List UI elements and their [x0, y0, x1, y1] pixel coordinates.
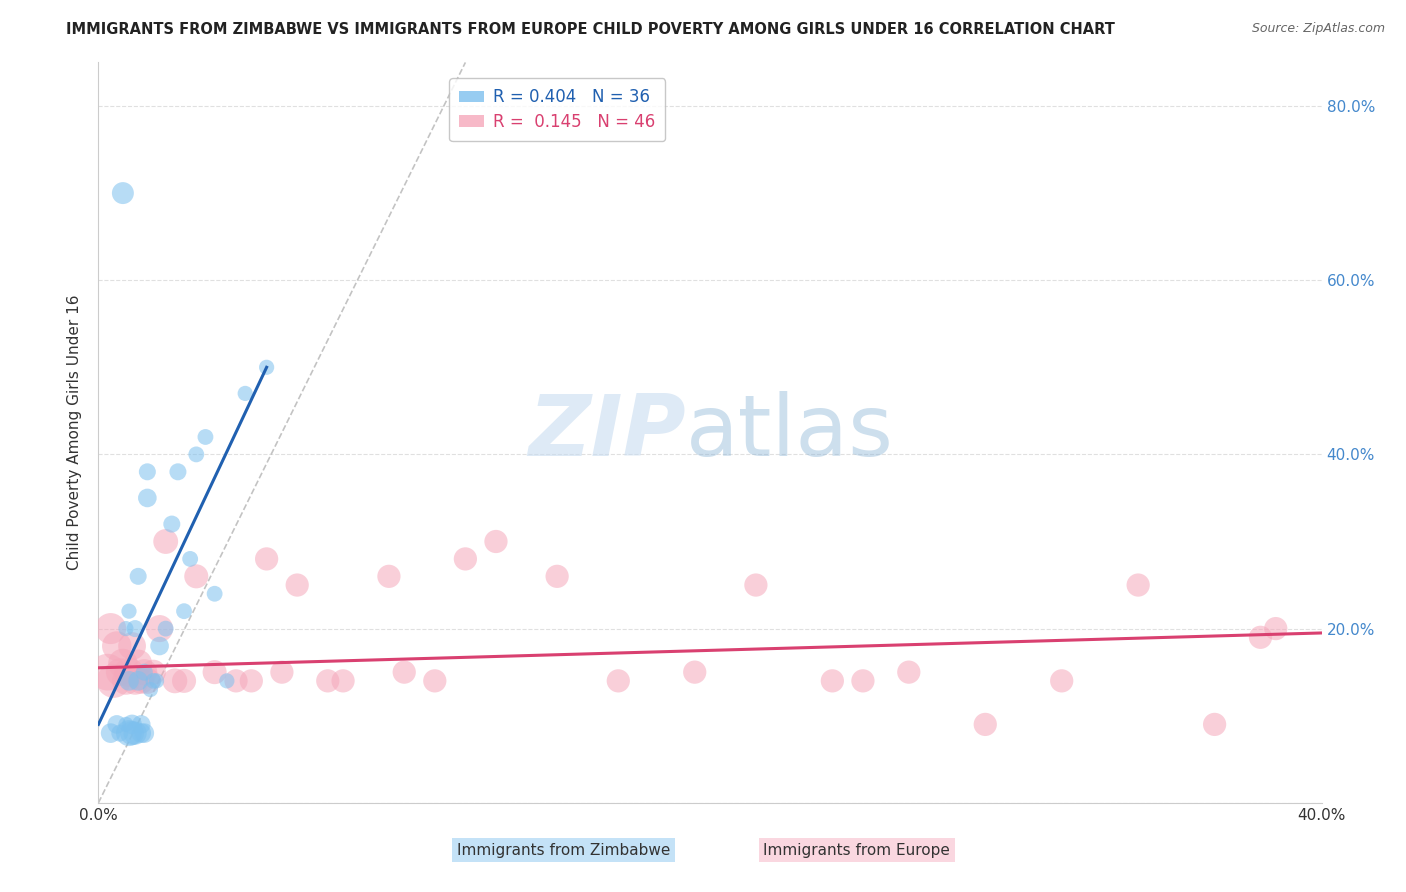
- Point: [316, 673, 339, 688]
- Point: [485, 534, 508, 549]
- Point: [124, 673, 146, 688]
- Point: [1128, 578, 1150, 592]
- Legend: R = 0.404   N = 36, R =  0.145   N = 46: R = 0.404 N = 36, R = 0.145 N = 46: [450, 78, 665, 141]
- Point: [118, 604, 141, 618]
- Point: [173, 604, 195, 618]
- Point: [108, 665, 131, 680]
- Point: [194, 430, 217, 444]
- Point: [129, 673, 152, 688]
- Point: [142, 665, 165, 680]
- Point: [974, 717, 997, 731]
- Point: [118, 726, 141, 740]
- Text: Source: ZipAtlas.com: Source: ZipAtlas.com: [1251, 22, 1385, 36]
- Point: [121, 717, 143, 731]
- Point: [136, 465, 159, 479]
- Point: [124, 622, 146, 636]
- Point: [225, 673, 247, 688]
- Point: [118, 673, 141, 688]
- Point: [103, 673, 125, 688]
- Point: [179, 552, 201, 566]
- Point: [115, 622, 138, 636]
- Point: [215, 673, 238, 688]
- Point: [285, 578, 308, 592]
- Point: [118, 665, 141, 680]
- Point: [240, 673, 263, 688]
- Point: [186, 569, 208, 583]
- Point: [134, 665, 156, 680]
- Point: [683, 665, 706, 680]
- Point: [139, 682, 162, 697]
- Point: [423, 673, 446, 688]
- Point: [607, 673, 630, 688]
- Point: [127, 569, 149, 583]
- Point: [204, 587, 226, 601]
- Point: [124, 726, 146, 740]
- Point: [105, 639, 128, 653]
- Point: [129, 726, 152, 740]
- Point: [155, 534, 177, 549]
- Point: [149, 622, 172, 636]
- Point: [127, 657, 149, 671]
- Point: [256, 360, 278, 375]
- Point: [142, 673, 165, 688]
- Point: [1264, 622, 1286, 636]
- Point: [121, 639, 143, 653]
- Text: Immigrants from Europe: Immigrants from Europe: [763, 843, 950, 857]
- Point: [852, 673, 875, 688]
- Point: [1249, 630, 1271, 644]
- Text: Immigrants from Zimbabwe: Immigrants from Zimbabwe: [457, 843, 669, 857]
- Point: [378, 569, 401, 583]
- Point: [392, 665, 416, 680]
- Point: [115, 673, 138, 688]
- Point: [160, 517, 183, 532]
- Point: [745, 578, 768, 592]
- Text: atlas: atlas: [686, 391, 894, 475]
- Point: [108, 726, 131, 740]
- Point: [173, 673, 195, 688]
- Point: [127, 673, 149, 688]
- Point: [136, 673, 159, 688]
- Point: [546, 569, 568, 583]
- Point: [100, 622, 122, 636]
- Point: [897, 665, 920, 680]
- Point: [1050, 673, 1073, 688]
- Point: [115, 717, 138, 731]
- Point: [134, 726, 156, 740]
- Point: [454, 552, 477, 566]
- Text: IMMIGRANTS FROM ZIMBABWE VS IMMIGRANTS FROM EUROPE CHILD POVERTY AMONG GIRLS UND: IMMIGRANTS FROM ZIMBABWE VS IMMIGRANTS F…: [66, 22, 1115, 37]
- Point: [167, 465, 190, 479]
- Point: [100, 726, 122, 740]
- Point: [233, 386, 256, 401]
- Point: [111, 186, 134, 200]
- Point: [97, 665, 120, 680]
- Point: [105, 717, 128, 731]
- Point: [134, 665, 156, 680]
- Point: [821, 673, 844, 688]
- Text: ZIP: ZIP: [527, 391, 686, 475]
- Point: [121, 726, 143, 740]
- Point: [163, 673, 186, 688]
- Point: [149, 639, 172, 653]
- Point: [129, 717, 152, 731]
- Point: [204, 665, 226, 680]
- Point: [186, 447, 208, 461]
- Point: [270, 665, 292, 680]
- Point: [332, 673, 354, 688]
- Point: [1204, 717, 1226, 731]
- Y-axis label: Child Poverty Among Girls Under 16: Child Poverty Among Girls Under 16: [67, 295, 83, 570]
- Point: [145, 673, 167, 688]
- Point: [155, 622, 177, 636]
- Point: [256, 552, 278, 566]
- Point: [136, 491, 159, 505]
- Point: [111, 657, 134, 671]
